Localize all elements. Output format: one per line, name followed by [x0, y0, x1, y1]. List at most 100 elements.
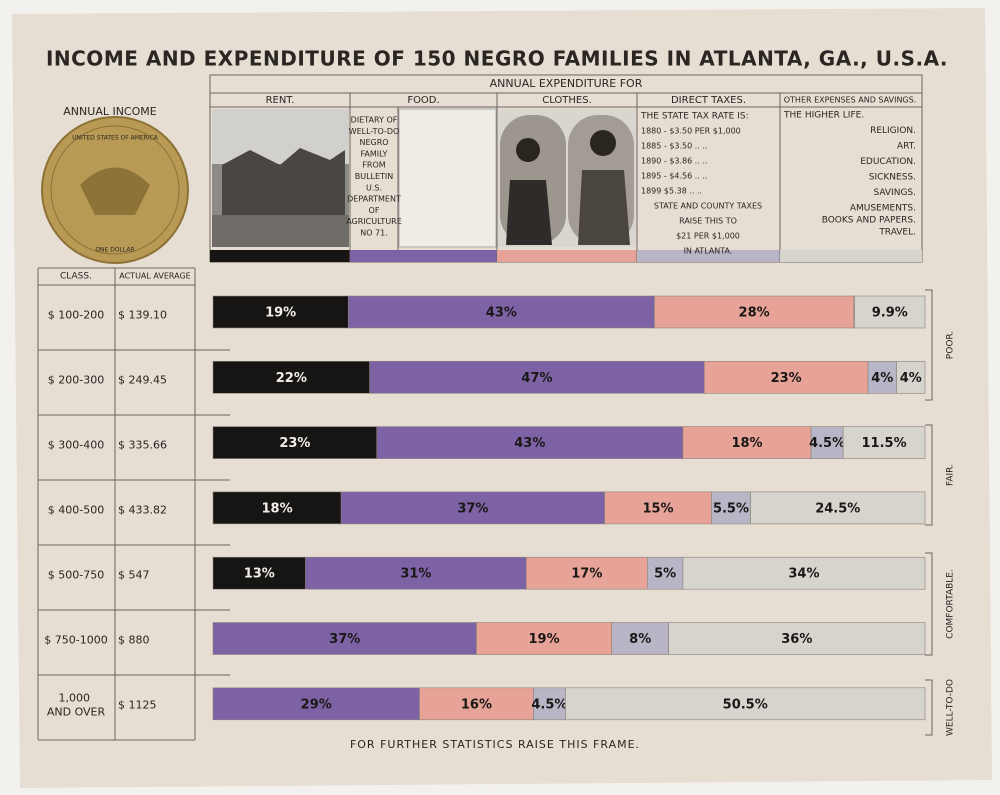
- row-value: $ 1125: [118, 699, 157, 712]
- row-label: $ 200-300: [48, 374, 104, 387]
- sky: [212, 109, 349, 164]
- bar-segment: [565, 687, 926, 721]
- income-label: ANNUAL INCOME: [63, 105, 156, 118]
- bracket: [925, 552, 933, 656]
- note: RAISE THIS TO: [679, 217, 737, 226]
- legend-label: CLOTHES.: [542, 95, 592, 106]
- bar-segment: [525, 556, 648, 590]
- bar-segment: [810, 426, 844, 459]
- bar-segment: [682, 556, 926, 590]
- data-label: 18%: [262, 501, 293, 516]
- note: OF: [369, 206, 380, 215]
- body: [578, 170, 630, 245]
- data-label: 8%: [629, 632, 651, 647]
- note: ART.: [897, 142, 916, 152]
- data-label: 11.5%: [862, 436, 907, 451]
- bar-segment: [212, 360, 370, 394]
- data-label: 18%: [731, 436, 762, 451]
- data-label: 4%: [900, 371, 922, 386]
- head: [590, 130, 616, 156]
- note: DIETARY OF: [351, 116, 398, 125]
- row-label: $ 300-400: [48, 439, 104, 452]
- row-label: 1,000 AND OVER: [47, 692, 106, 719]
- bar-segment: [212, 556, 306, 590]
- bar-segment: [212, 295, 349, 329]
- note: AGRICULTURE: [346, 217, 402, 226]
- data-label: 47%: [521, 371, 552, 386]
- note: 1899 $5.38 .. ..: [641, 187, 702, 196]
- coin-text: UNITED STATES OF AMERICA: [72, 135, 159, 142]
- data-label: 37%: [457, 501, 488, 516]
- legend-swatch: [780, 250, 922, 262]
- note: AMUSEMENTS.: [850, 204, 916, 214]
- legend-label: RENT.: [266, 95, 295, 106]
- note: NO 71.: [360, 229, 388, 238]
- data-label: 4.5%: [531, 697, 567, 712]
- legend-label: DIRECT TAXES.: [671, 95, 746, 106]
- note: NEGRO: [359, 138, 388, 147]
- column-header: CLASS.: [60, 272, 92, 282]
- data-label: 36%: [781, 632, 812, 647]
- head: [516, 138, 540, 162]
- note: THE HIGHER LIFE.: [783, 111, 864, 121]
- legend-label: FOOD.: [407, 95, 439, 106]
- bar-segment: [347, 295, 655, 329]
- legend-label: OTHER EXPENSES AND SAVINGS.: [784, 96, 917, 105]
- note: WELL-TO-DO: [349, 127, 400, 136]
- row-label: $ 100-200: [48, 309, 104, 322]
- houses: [222, 148, 345, 215]
- data-label: 4%: [871, 371, 893, 386]
- legend-swatch: [350, 250, 497, 262]
- note: BOOKS AND PAPERS.: [822, 216, 916, 226]
- bracket: [925, 679, 933, 736]
- note: EDUCATION.: [860, 157, 916, 167]
- row-value: $ 880: [118, 634, 150, 647]
- bar-segment: [212, 426, 378, 459]
- group-label: COMFORTABLE.: [946, 569, 956, 639]
- data-label: 23%: [279, 436, 310, 451]
- bar-segment: [533, 687, 566, 721]
- bar-segment: [340, 491, 605, 525]
- note: TRAVEL.: [878, 228, 916, 238]
- bar-segment: [647, 556, 684, 590]
- row-value: $ 249.45: [118, 374, 167, 387]
- bar-segment: [668, 622, 926, 655]
- data-label: 4.5%: [809, 436, 845, 451]
- note: SAVINGS.: [873, 188, 916, 198]
- data-label: 15%: [642, 501, 673, 516]
- bar-segment: [654, 295, 855, 329]
- data-label: 22%: [276, 371, 307, 386]
- note: SICKNESS.: [869, 173, 916, 183]
- bracket: [925, 424, 933, 526]
- bar-segment: [896, 360, 926, 394]
- group-label: FAIR.: [946, 464, 956, 486]
- ground: [212, 215, 349, 247]
- data-label: 37%: [329, 632, 360, 647]
- bar-segment: [212, 491, 342, 525]
- document-photo: [398, 108, 497, 248]
- note: 1895 - $4.56 .. ..: [641, 172, 708, 181]
- footer: FOR FURTHER STATISTICS RAISE THIS FRAME.: [350, 738, 640, 751]
- data-label: 31%: [400, 567, 431, 582]
- data-label: 19%: [265, 306, 296, 321]
- legend-swatch: [210, 250, 350, 262]
- note: RELIGION.: [870, 126, 916, 136]
- note: BULLETIN: [355, 172, 394, 181]
- chart-title: INCOME AND EXPENDITURE OF 150 NEGRO FAMI…: [46, 47, 948, 71]
- row-label: $ 750-1000: [44, 634, 107, 647]
- row-label: $ 400-500: [48, 504, 104, 517]
- data-label: 19%: [529, 632, 560, 647]
- data-label: 16%: [461, 697, 492, 712]
- bar-segment: [419, 687, 534, 721]
- row-value: $ 433.82: [118, 504, 167, 517]
- data-label: 43%: [514, 436, 545, 451]
- subtitle: ANNUAL EXPENDITURE FOR: [490, 77, 643, 90]
- note: THE STATE TAX RATE IS:: [640, 112, 749, 122]
- bar-segment: [854, 295, 926, 329]
- row-label: $ 500-750: [48, 569, 104, 582]
- data-label: 23%: [771, 371, 802, 386]
- note: U.S.: [366, 183, 382, 192]
- data-label: 34%: [788, 567, 819, 582]
- bar-segment: [703, 360, 869, 394]
